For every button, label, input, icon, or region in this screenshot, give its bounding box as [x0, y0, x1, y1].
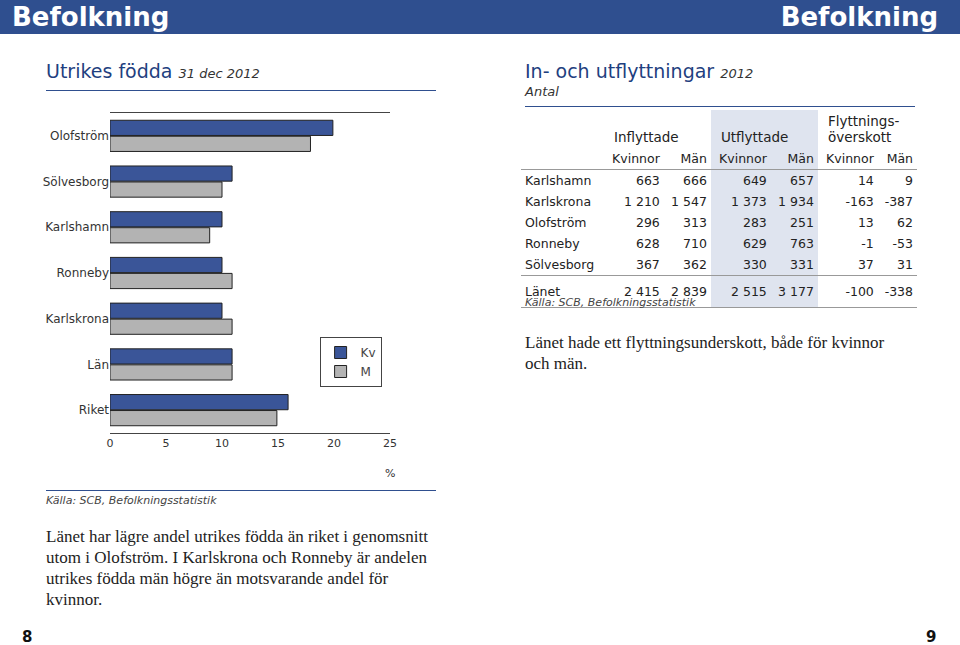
html-text:629: 629	[743, 236, 767, 251]
svg-text:Karlskrona: Karlskrona	[46, 312, 109, 326]
svg-text:0: 0	[107, 437, 114, 450]
html-text:Utrikes födda 31 dec 2012: Utrikes födda 31 dec 2012	[46, 60, 260, 82]
html-text:1 934: 1 934	[778, 194, 814, 209]
html-text:1 547: 1 547	[671, 194, 707, 209]
svg-text:15: 15	[271, 437, 285, 450]
html-text:330: 330	[743, 257, 767, 272]
html-text:663: 663	[636, 173, 660, 188]
html-text:9: 9	[926, 628, 937, 645]
html-text:37: 37	[857, 257, 874, 272]
html-text:2 839: 2 839	[671, 284, 707, 299]
svg-text:Riket: Riket	[79, 403, 110, 417]
html-text:14: 14	[857, 173, 874, 188]
svg-text:Kv: Kv	[361, 346, 376, 360]
html-text:Kvinnor: Kvinnor	[719, 151, 767, 166]
html-text:313: 313	[683, 215, 707, 230]
html-text:666: 666	[683, 173, 707, 188]
html-text:Antal: Antal	[525, 84, 559, 99]
html-text:710: 710	[683, 236, 707, 251]
html-text:649: 649	[743, 173, 767, 188]
html-text:3 177: 3 177	[778, 284, 814, 299]
html-text:362: 362	[683, 257, 707, 272]
html-text:62: 62	[897, 215, 913, 230]
html-text:Befolkning: Befolkning	[12, 2, 170, 32]
html-text:Källa: SCB, Befolkningsstatist: Källa: SCB, Befolkningsstatistik	[525, 296, 696, 309]
html-text:628: 628	[636, 236, 660, 251]
svg-text:Sölvesborg: Sölvesborg	[43, 175, 109, 189]
html-text:657: 657	[790, 173, 814, 188]
html-text:Män: Män	[886, 151, 913, 166]
html-text:Utflyttade: Utflyttade	[720, 129, 789, 145]
svg-text:Olofström: Olofström	[50, 129, 109, 143]
html-text:Män: Män	[787, 151, 814, 166]
html-text:Länet hade ett flyttningsunder: Länet hade ett flyttningsunderskott, båd…	[525, 333, 885, 373]
html-text:In- och utflyttningar 2012: In- och utflyttningar 2012	[525, 60, 754, 82]
html-text:Länet har lägre andel utrikes: Länet har lägre andel utrikes födda än r…	[46, 527, 428, 609]
svg-text:10: 10	[215, 437, 229, 450]
html-text:251: 251	[790, 215, 814, 230]
html-text:Kvinnor: Kvinnor	[612, 151, 660, 166]
html-text:Befolkning: Befolkning	[780, 2, 938, 32]
html-text:-163: -163	[845, 194, 874, 209]
html-text:Inflyttade: Inflyttade	[613, 129, 679, 145]
html-text:763: 763	[790, 236, 814, 251]
svg-text:5: 5	[163, 437, 170, 450]
html-text:Länet: Länet	[525, 284, 561, 299]
svg-text:Ronneby: Ronneby	[57, 266, 109, 280]
html-text:296: 296	[636, 215, 660, 230]
html-text:överskott: överskott	[827, 129, 892, 145]
html-text:1 373: 1 373	[731, 194, 767, 209]
html-text:-100: -100	[845, 284, 874, 299]
html-text:31: 31	[897, 257, 913, 272]
svg-text:M: M	[361, 365, 371, 379]
html-text:Källa: SCB, Befolkningsstatist: Källa: SCB, Befolkningsstatistik	[46, 494, 217, 507]
html-text:Ronneby: Ronneby	[525, 236, 580, 251]
svg-text:Karlshamn: Karlshamn	[45, 220, 109, 234]
html-text:367: 367	[636, 257, 660, 272]
html-text:331: 331	[790, 257, 814, 272]
html-text:13: 13	[857, 215, 874, 230]
html-text:2 415: 2 415	[624, 284, 660, 299]
html-text:Kvinnor: Kvinnor	[826, 151, 874, 166]
html-text:9: 9	[905, 173, 913, 188]
svg-text:Län: Län	[87, 358, 109, 372]
html-text:Flyttnings-: Flyttnings-	[827, 113, 900, 129]
html-text:-387: -387	[884, 194, 913, 209]
html-text:283: 283	[743, 215, 767, 230]
svg-text:20: 20	[327, 437, 341, 450]
html-text:Män: Män	[680, 151, 707, 166]
html-text:-53: -53	[892, 236, 913, 251]
html-text:Olofström: Olofström	[525, 215, 587, 230]
html-text:-338: -338	[884, 284, 913, 299]
html-text:-1: -1	[861, 236, 874, 251]
html-text:2 515: 2 515	[731, 284, 767, 299]
svg-text:%: %	[385, 467, 395, 478]
html-text:8: 8	[22, 628, 33, 645]
html-text:Karlshamn: Karlshamn	[525, 173, 592, 188]
html-text:1 210: 1 210	[624, 194, 660, 209]
html-text:Karlskrona: Karlskrona	[525, 194, 592, 209]
html-text:Sölvesborg: Sölvesborg	[525, 257, 595, 272]
svg-text:25: 25	[383, 437, 397, 450]
